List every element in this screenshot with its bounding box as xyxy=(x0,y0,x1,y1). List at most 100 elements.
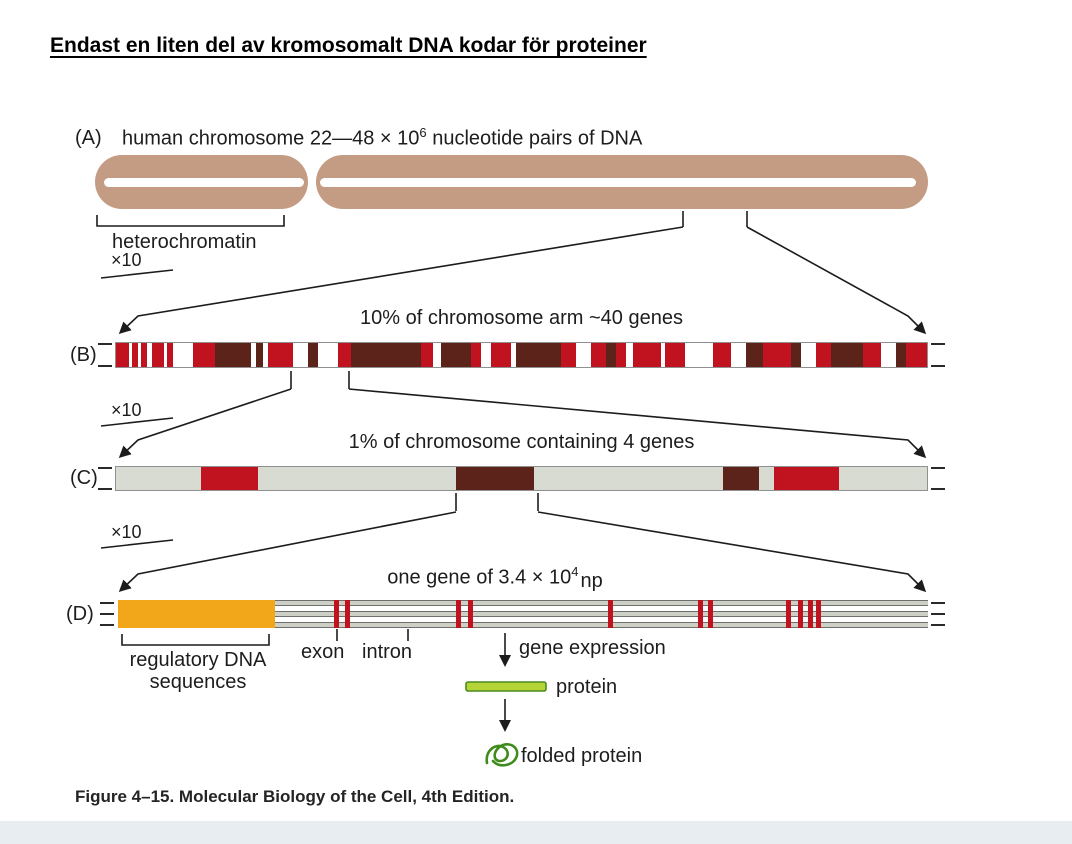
dna-stripe xyxy=(118,611,928,617)
dna-segment-r xyxy=(152,343,164,367)
exon-mark xyxy=(708,600,713,628)
dna-segment-w xyxy=(801,343,816,367)
dna-segment-w xyxy=(173,343,193,367)
exon-intron-leader-ticks xyxy=(336,629,409,641)
zoom-fan-left-arrow xyxy=(118,388,292,459)
x10-underline xyxy=(100,539,174,549)
dna-segment-r xyxy=(338,343,351,367)
bar-d xyxy=(118,600,928,628)
bottom-strip xyxy=(0,821,1072,844)
protein-bar xyxy=(465,681,547,692)
slide-title: Endast en liten del av kromosomalt DNA k… xyxy=(50,34,647,57)
dna-segment-r xyxy=(713,343,731,367)
exon-mark xyxy=(608,600,613,628)
x10-underline xyxy=(100,269,174,279)
folded-protein-icon xyxy=(485,743,519,767)
zoom-x10-label-3: ×10 xyxy=(111,522,142,542)
dna-segment-w xyxy=(685,343,713,367)
gene-block-d xyxy=(723,467,759,490)
dna-segment-w xyxy=(511,343,516,367)
bar-d-continuation-dashes xyxy=(100,602,945,626)
dna-segment-w xyxy=(576,343,591,367)
chromatid-slit-left xyxy=(104,178,304,187)
dna-segment-r xyxy=(193,343,215,367)
panel-d-heading-unit: np xyxy=(580,569,603,592)
exon-mark xyxy=(816,600,821,628)
dna-segment-d xyxy=(256,343,263,367)
zoom-x10-label-2: ×10 xyxy=(111,400,142,420)
regulatory-label-line2: sequences xyxy=(149,671,247,693)
dna-segment-r xyxy=(816,343,831,367)
dna-segment-w xyxy=(138,343,141,367)
bar-c-continuation-dashes xyxy=(98,467,945,490)
dna-segment-r xyxy=(591,343,606,367)
exon-mark xyxy=(798,600,803,628)
dna-segment-d xyxy=(896,343,906,367)
dna-segment-r xyxy=(141,343,147,367)
dna-segment-r xyxy=(132,343,138,367)
folded-protein-label: folded protein xyxy=(521,745,643,767)
panel-a-heading-suffix: nucleotide pairs of DNA xyxy=(426,127,643,150)
dna-segment-w xyxy=(147,343,152,367)
intron-label: intron xyxy=(362,641,413,663)
dna-segment-w xyxy=(164,343,167,367)
dna-stripe xyxy=(118,600,928,606)
dna-segment-w xyxy=(433,343,441,367)
dna-segment-d xyxy=(308,343,318,367)
dna-stripe xyxy=(118,622,928,628)
dna-segment-d xyxy=(746,343,763,367)
zoom-fan-left-arrow xyxy=(118,511,457,593)
dna-segment-w xyxy=(626,343,633,367)
exon-mark xyxy=(334,600,339,628)
dna-segment-d xyxy=(831,343,863,367)
regulatory-dna-bracket xyxy=(121,634,270,646)
exon-mark xyxy=(456,600,461,628)
dna-segment-r xyxy=(863,343,881,367)
chromatid-slit-right xyxy=(320,178,916,187)
gene-expression-label: gene expression xyxy=(519,637,666,659)
exon-label: exon xyxy=(301,641,345,663)
panel-d-heading: one gene of 3.4 × 104 np xyxy=(115,564,875,592)
panel-a-heading: human chromosome 22—48 × 106 nucleotide … xyxy=(122,125,643,150)
chromosome-illustration xyxy=(95,155,928,209)
panel-d-label: (D) xyxy=(66,603,94,625)
dna-segment-w xyxy=(481,343,491,367)
gene-block-r xyxy=(774,467,839,490)
panel-c-label: (C) xyxy=(70,467,98,489)
panel-a-label: (A) xyxy=(75,127,102,149)
dna-segment-r xyxy=(665,343,685,367)
dna-segment-r xyxy=(763,343,791,367)
dna-segment-w xyxy=(293,343,308,367)
regulatory-dna-block xyxy=(118,600,275,628)
dna-segment-d xyxy=(441,343,471,367)
x10-underline xyxy=(100,417,174,427)
panel-d-heading-exponent: 4 xyxy=(571,564,579,579)
dna-segment-w xyxy=(129,343,132,367)
dna-segment-d xyxy=(215,343,251,367)
zoom-x10-label-1: ×10 xyxy=(111,250,142,270)
dna-segment-r xyxy=(421,343,433,367)
dna-segment-w xyxy=(263,343,268,367)
bar-b-continuation-dashes xyxy=(98,343,945,367)
zoom-fan-right-arrow xyxy=(348,388,927,459)
dna-segment-w xyxy=(881,343,896,367)
dna-segment-r xyxy=(491,343,511,367)
dna-segment-r xyxy=(167,343,173,367)
heterochromatin-label: heterochromatin xyxy=(112,231,257,253)
panel-d-heading-text: one gene of 3.4 × 10 xyxy=(387,566,572,589)
gene-block-r xyxy=(201,467,258,490)
panel-a-heading-text: human chromosome 22—48 × 10 xyxy=(122,127,420,150)
dna-segment-r xyxy=(116,343,129,367)
panel-b-heading: 10% of chromosome arm ~40 genes xyxy=(360,307,683,329)
protein-label: protein xyxy=(556,676,618,698)
dna-segment-d xyxy=(516,343,561,367)
panel-b-label: (B) xyxy=(70,344,97,366)
zoom-fan-left-arrow xyxy=(118,226,684,335)
dna-segment-r xyxy=(633,343,661,367)
zoom-fan-right-arrow xyxy=(537,511,927,593)
dna-segment-d xyxy=(606,343,616,367)
zoom-c-to-d xyxy=(100,493,927,593)
gene-block-d xyxy=(456,467,534,490)
